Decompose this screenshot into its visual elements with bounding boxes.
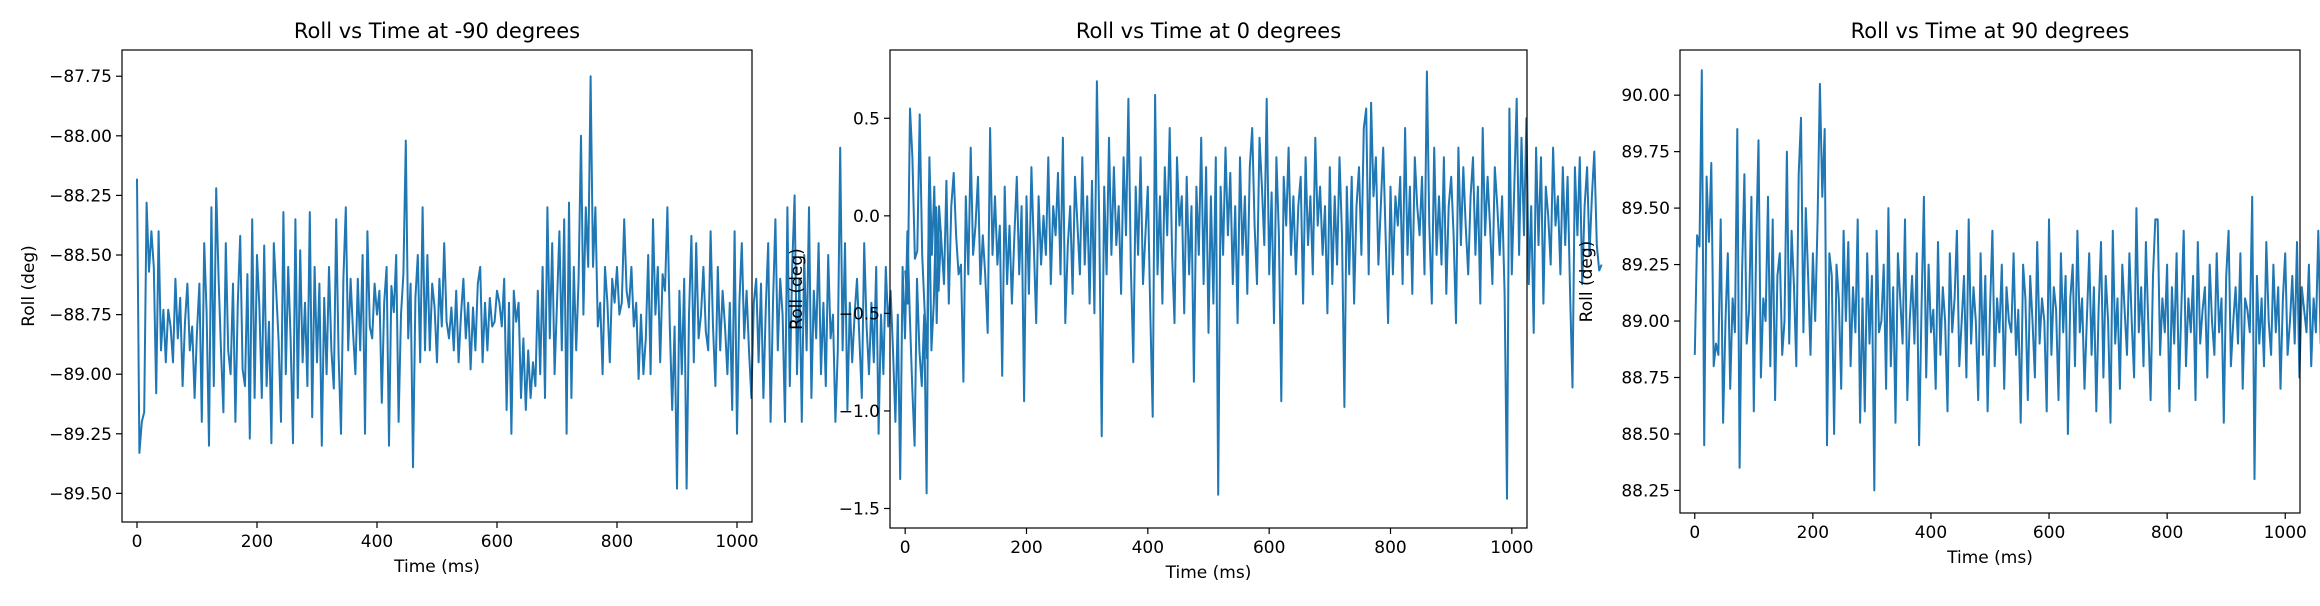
x-tick-label: 200	[1010, 538, 1042, 558]
y-tick-label: −89.50	[49, 484, 112, 504]
plot-frame	[889, 49, 1528, 529]
y-tick-label: 89.25	[1621, 256, 1670, 276]
y-axis-label: Roll (deg)	[19, 245, 39, 327]
x-tick-label: 600	[2033, 523, 2065, 543]
y-axis-label: Roll (deg)	[787, 248, 807, 330]
chart-panel-neg90: Roll vs Time at -90 degrees Time (ms) Ro…	[19, 19, 942, 577]
y-tick-label: 88.25	[1621, 481, 1670, 501]
series-line	[1693, 69, 2320, 492]
y-tick-label: −88.75	[49, 306, 112, 326]
chart-panel-pos90: Roll vs Time at 90 degrees Time (ms) Rol…	[1577, 19, 2320, 568]
chart-panel-0: Roll vs Time at 0 degrees Time (ms) Roll…	[787, 19, 1603, 583]
chart-title: Roll vs Time at -90 degrees	[294, 19, 580, 43]
chart-title: Roll vs Time at 0 degrees	[1076, 19, 1341, 43]
y-tick-label: 89.00	[1621, 312, 1670, 332]
y-tick-label: 89.50	[1621, 199, 1670, 219]
x-axis-label: Time (ms)	[1946, 548, 2033, 568]
y-tick-label: −88.50	[49, 246, 112, 266]
x-axis-label: Time (ms)	[393, 557, 480, 577]
y-tick-label: 88.75	[1621, 368, 1670, 388]
chart-title: Roll vs Time at 90 degrees	[1851, 19, 2130, 43]
series-line	[904, 70, 1603, 500]
y-tick-label: 0.0	[853, 207, 880, 227]
x-axis-label: Time (ms)	[1165, 563, 1252, 583]
x-tick-label: 1000	[1490, 538, 1533, 558]
x-tick-label: 400	[361, 532, 393, 552]
y-tick-label: −89.00	[49, 365, 112, 385]
x-tick-label: 600	[481, 532, 513, 552]
y-tick-label: −0.5	[839, 304, 880, 324]
y-tick-label: 0.5	[853, 109, 880, 129]
x-tick-label: 0	[132, 532, 143, 552]
x-tick-label: 0	[900, 538, 911, 558]
x-tick-label: 400	[1915, 523, 1947, 543]
y-tick-label: −1.0	[839, 402, 880, 422]
plot-frame	[1679, 49, 2301, 514]
x-tick-label: 200	[241, 532, 273, 552]
x-tick-label: 0	[1689, 523, 1700, 543]
y-tick-label: 89.75	[1621, 143, 1670, 163]
plot-frame	[121, 49, 753, 523]
y-tick-label: −89.25	[49, 425, 112, 445]
x-tick-label: 800	[2151, 523, 2183, 543]
y-tick-label: −87.75	[49, 67, 112, 87]
y-tick-label: −88.00	[49, 127, 112, 147]
x-tick-label: 200	[1797, 523, 1829, 543]
y-axis-label: Roll (deg)	[1577, 241, 1597, 323]
x-tick-label: 800	[1374, 538, 1406, 558]
y-tick-label: −1.5	[839, 499, 880, 519]
x-tick-label: 1000	[715, 532, 758, 552]
y-tick-label: −88.25	[49, 186, 112, 206]
y-tick-label: 90.00	[1621, 86, 1670, 106]
x-tick-label: 1000	[2264, 523, 2307, 543]
x-tick-label: 600	[1253, 538, 1285, 558]
y-tick-label: 88.50	[1621, 425, 1670, 445]
x-tick-label: 800	[601, 532, 633, 552]
x-tick-label: 400	[1132, 538, 1164, 558]
series-line	[136, 75, 942, 495]
